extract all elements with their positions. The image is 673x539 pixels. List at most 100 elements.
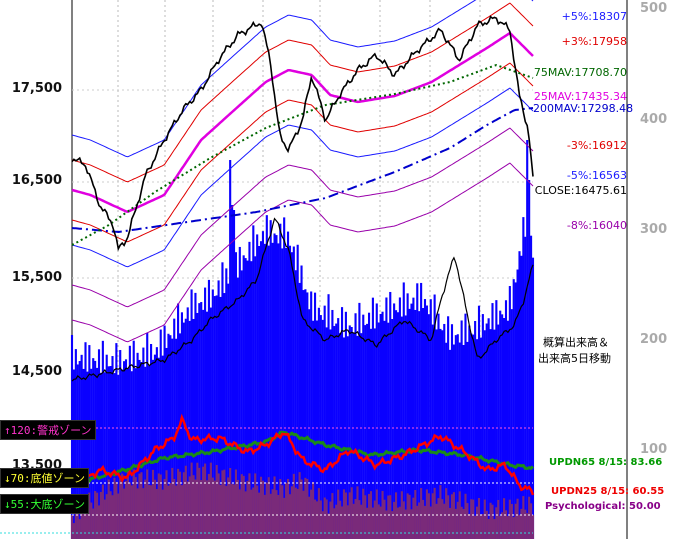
volume-bar <box>313 292 317 539</box>
band-label-ma75: 75MAV:17708.70 <box>533 66 627 79</box>
volume-tick: 300 <box>640 222 668 237</box>
volume-bar <box>78 361 81 539</box>
psychological-bar <box>487 518 490 539</box>
volume-bar <box>248 241 251 539</box>
psychological-bar <box>460 506 463 539</box>
psychological-bar <box>354 499 357 539</box>
psychological-bar <box>146 469 149 539</box>
volume-bar <box>391 319 394 539</box>
volume-bar <box>229 160 232 539</box>
psychological-bar <box>483 499 486 539</box>
volume-bar <box>514 282 517 539</box>
psychological-bar <box>385 510 388 539</box>
volume-bar <box>377 322 380 539</box>
volume-bar <box>433 294 436 539</box>
volume-bar <box>337 318 340 539</box>
psychological-bar <box>177 468 180 539</box>
volume-bar <box>109 366 112 539</box>
psychological-bar <box>429 506 432 539</box>
volume-bar <box>275 235 278 539</box>
psychological-bar <box>292 473 295 539</box>
psychological-bar <box>290 486 293 539</box>
psychological-bar <box>265 482 268 539</box>
volume-bar <box>173 318 176 539</box>
psychological-bar <box>227 477 230 539</box>
volume-label-line1: 概算出来高＆ <box>543 336 609 349</box>
psychological-bar <box>526 513 529 539</box>
psychological-bar <box>279 478 282 539</box>
volume-bar <box>298 282 301 539</box>
volume-bar <box>524 236 527 539</box>
volume-bar <box>472 334 475 539</box>
price-tick: 17,500 <box>11 81 62 96</box>
psychological-bar <box>234 469 238 539</box>
volume-bar <box>333 326 336 539</box>
psychological-bar <box>119 478 122 539</box>
volume-tick: 100 <box>640 442 668 457</box>
volume-bar <box>80 354 83 539</box>
psychological-bar <box>178 471 182 539</box>
volume-bar <box>159 329 162 539</box>
psychological-bar <box>325 499 328 539</box>
volume-bar <box>94 360 97 539</box>
volume-bar <box>437 313 440 539</box>
psychological-bar <box>366 507 369 539</box>
psychological-bar <box>474 515 477 539</box>
volume-bar <box>346 336 349 539</box>
psychological-bar <box>117 493 120 539</box>
volume-bar <box>485 323 488 539</box>
psychological-bar <box>86 508 89 539</box>
psychological-bar <box>269 493 272 539</box>
volume-bar <box>410 303 413 539</box>
volume-bar <box>499 310 502 539</box>
volume-bar <box>493 329 496 539</box>
psychological-bar <box>530 503 533 539</box>
psychological-bar <box>506 516 509 539</box>
zone-deep-bottom: ↓55:大底ゾーン <box>0 494 89 514</box>
psychological-bar <box>489 502 492 539</box>
volume-bar <box>128 345 131 539</box>
psychological-bar <box>312 481 315 539</box>
volume-bar <box>146 332 149 539</box>
psychological-bar <box>132 469 135 539</box>
volume-bar <box>236 277 239 539</box>
psychological-bar <box>412 497 415 539</box>
psychological-bar <box>169 483 172 539</box>
psychological-bar <box>248 473 251 539</box>
psychological-bar <box>435 503 438 539</box>
volume-bar <box>340 307 344 539</box>
psychological-bar <box>200 480 203 539</box>
volume-bar <box>76 364 79 539</box>
volume-bar <box>408 308 411 539</box>
volume-bar <box>381 311 384 539</box>
psychological-bar <box>144 479 147 539</box>
psychological-bar <box>416 505 419 539</box>
volume-bar <box>117 374 120 539</box>
volume-bar <box>126 368 129 539</box>
volume-bar <box>163 325 166 539</box>
psychological-bar <box>155 489 158 539</box>
volume-bar <box>175 338 178 539</box>
zone-bottom: ↓70:底値ゾーン <box>0 468 89 488</box>
volume-bar <box>362 314 365 539</box>
volume-bar <box>373 328 376 539</box>
volume-bar <box>398 297 401 539</box>
psychological-bar <box>84 511 87 539</box>
volume-bar <box>294 270 297 539</box>
psychological-bar <box>431 493 434 539</box>
psychological-bar <box>252 487 255 539</box>
volume-bar <box>387 322 390 539</box>
psychological-bar <box>333 508 336 539</box>
volume-bar <box>416 283 419 539</box>
volume-bar <box>279 223 282 539</box>
psychological-bar <box>286 478 290 539</box>
psychological-bar <box>211 477 214 539</box>
psychological-bar <box>398 506 401 539</box>
volume-bar <box>130 371 133 539</box>
psychological-bar <box>94 491 97 539</box>
psychological-bar <box>524 509 527 539</box>
psychological-bar <box>479 514 482 539</box>
psychological-bar <box>394 492 398 539</box>
volume-bar <box>215 295 218 539</box>
price-tick: 16,500 <box>11 173 62 188</box>
